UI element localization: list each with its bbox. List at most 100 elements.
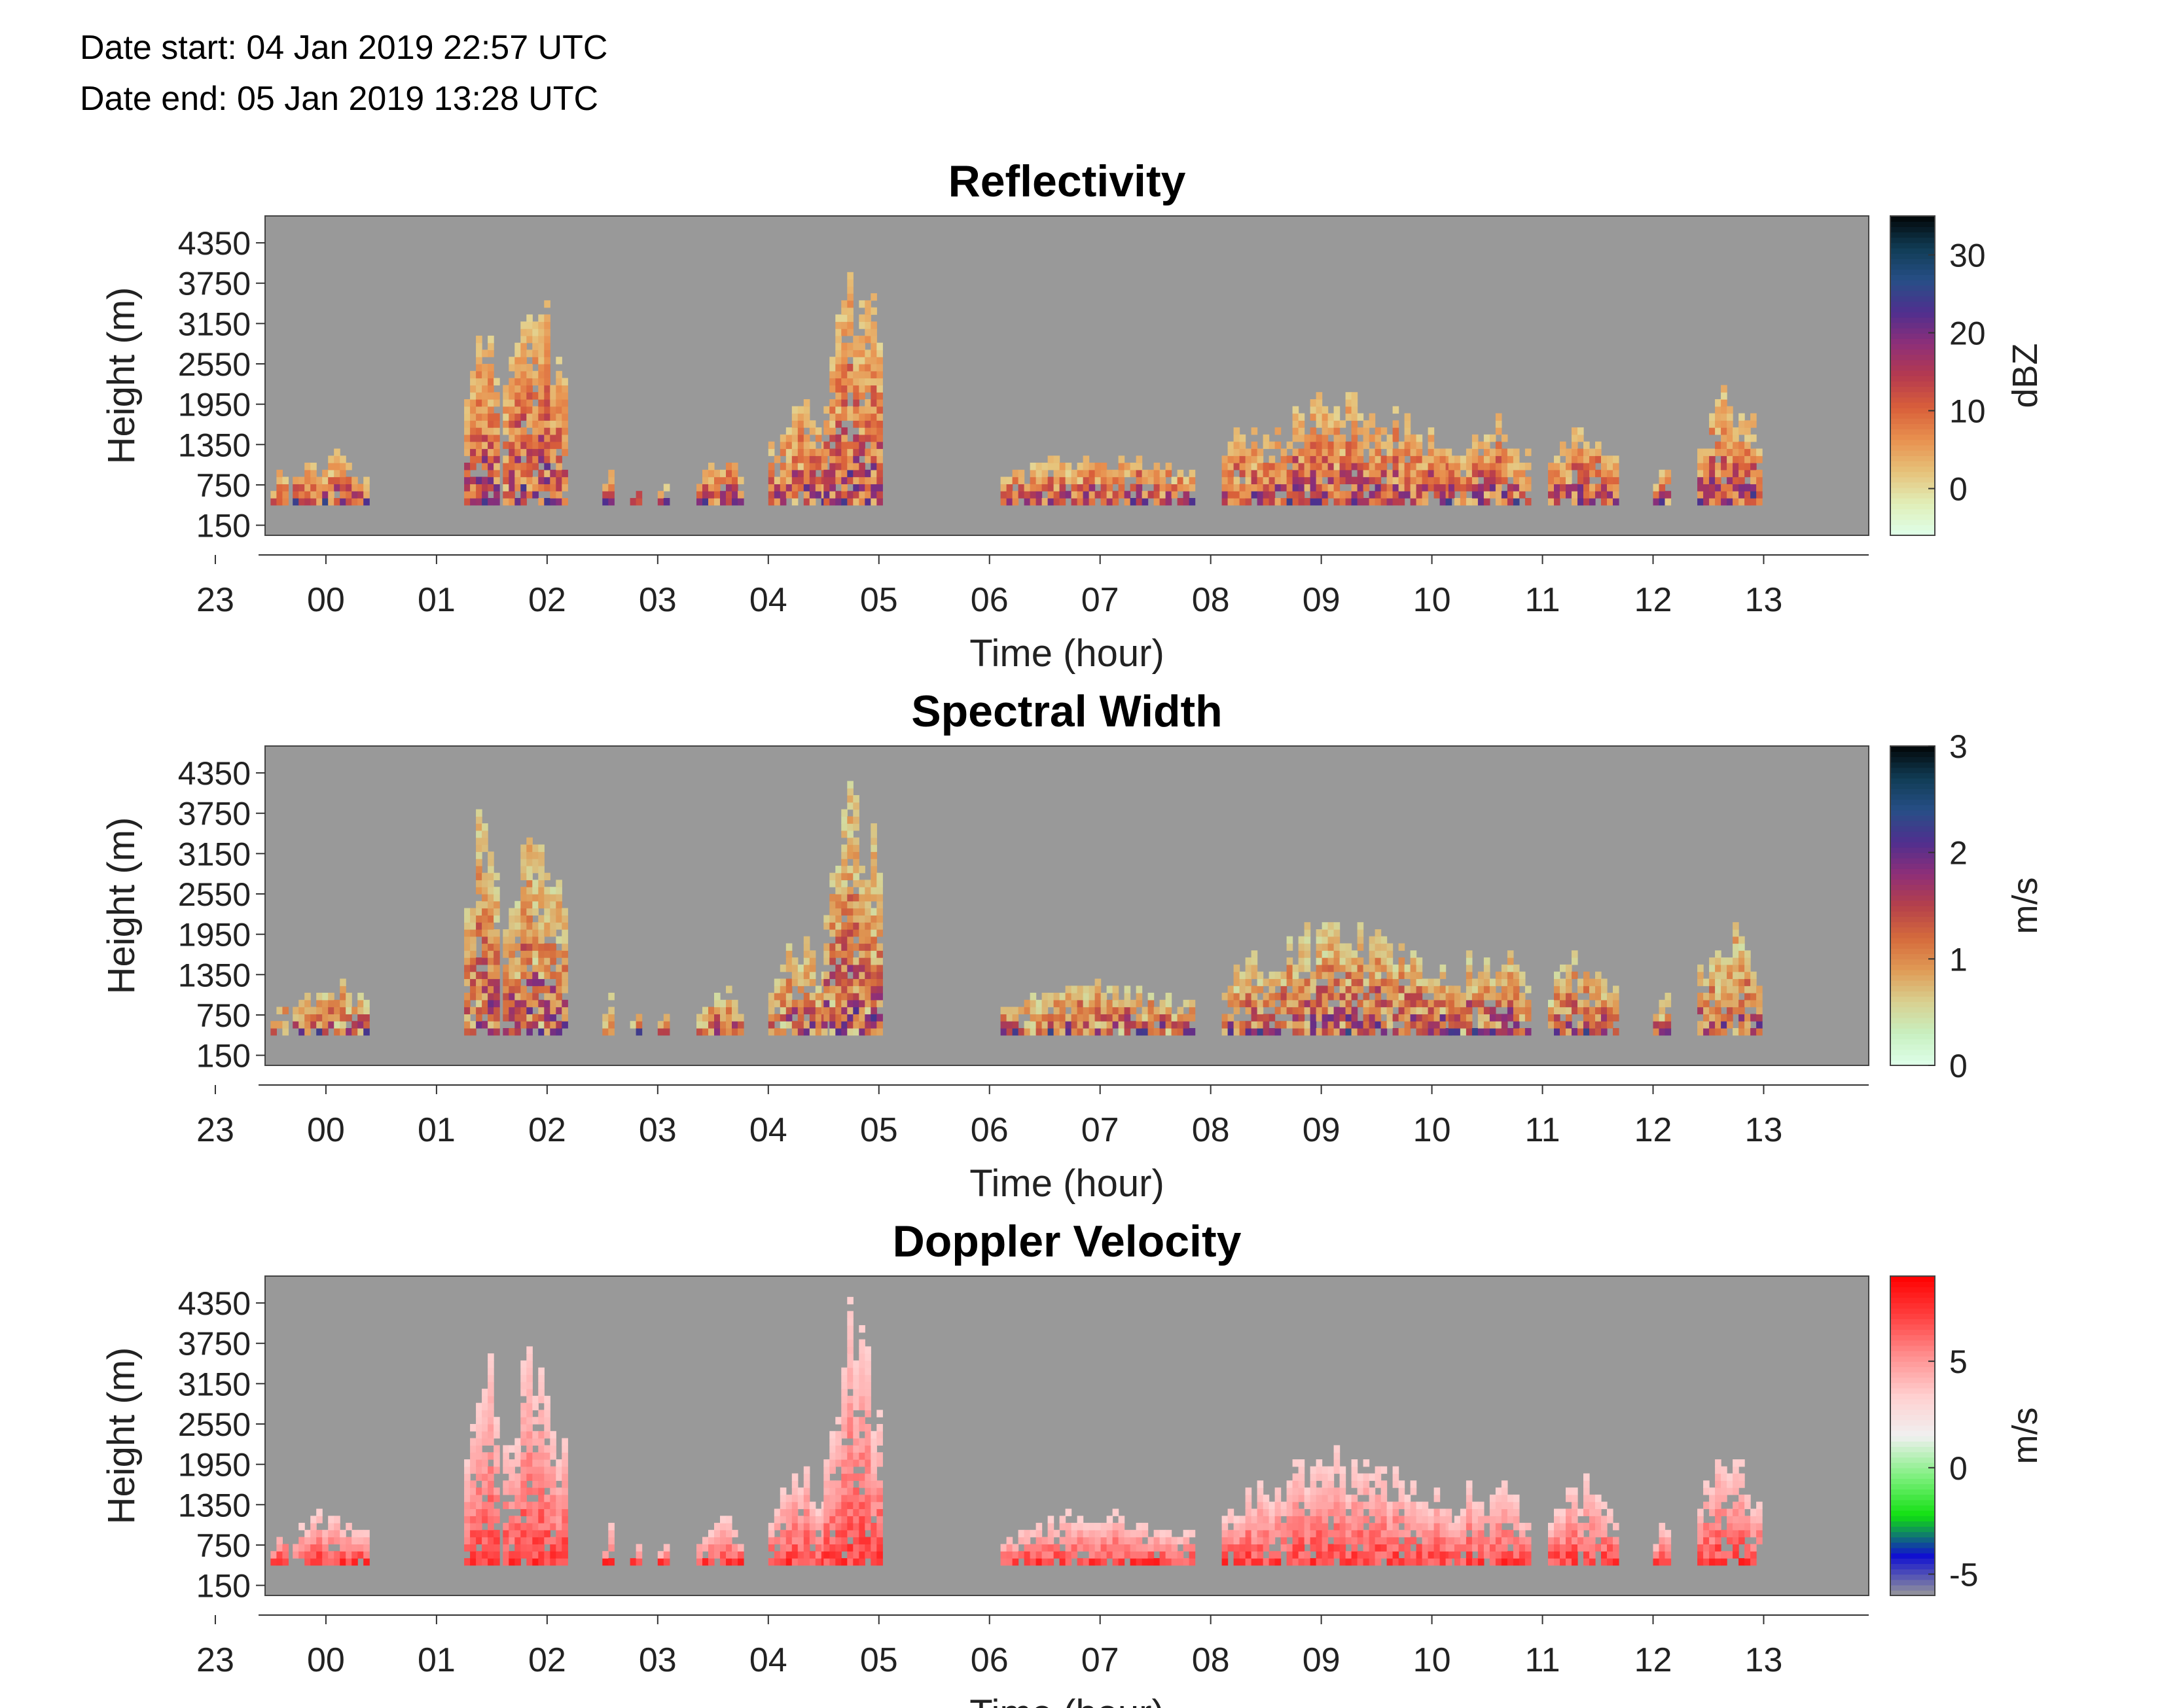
- echo-cell: [809, 1516, 816, 1523]
- echo-cell: [1233, 441, 1240, 450]
- echo-cell: [841, 498, 848, 506]
- echo-cell: [562, 1558, 568, 1566]
- echo-cell: [1744, 1014, 1751, 1022]
- echo-cell: [1298, 1459, 1305, 1467]
- echo-cell: [835, 314, 842, 322]
- echo-cell: [1375, 1473, 1382, 1481]
- echo-cell: [1089, 993, 1096, 1001]
- echo-cell: [803, 406, 810, 414]
- echo-cell: [1118, 455, 1125, 463]
- echo-cell: [532, 844, 539, 852]
- echo-cell: [488, 908, 494, 916]
- echo-cell: [1369, 964, 1376, 972]
- echo-cell: [865, 922, 871, 930]
- echo-cell: [1513, 469, 1520, 478]
- echo-cell: [1727, 1014, 1733, 1022]
- echo-cell: [608, 1006, 615, 1014]
- echo-cell: [1721, 399, 1727, 407]
- echo-cell: [470, 1021, 477, 1029]
- echo-cell: [1572, 999, 1578, 1008]
- echo-cell: [509, 986, 515, 993]
- echo-cell: [859, 463, 865, 471]
- echo-cell: [1380, 1021, 1388, 1029]
- echo-cell: [1416, 1529, 1423, 1538]
- echo-cell: [1404, 1021, 1411, 1029]
- echo-cell: [1257, 1558, 1264, 1566]
- echo-cell: [1697, 993, 1704, 1001]
- echo-cell: [322, 1551, 329, 1559]
- echo-cell: [876, 872, 883, 881]
- echo-cell: [1316, 1473, 1323, 1481]
- echo-cell: [538, 469, 545, 478]
- echo-cell: [1392, 1508, 1399, 1516]
- echo-cell: [316, 476, 323, 484]
- echo-cell: [532, 964, 539, 972]
- echo-cell: [1501, 498, 1508, 506]
- echo-cell: [1345, 1014, 1352, 1022]
- echo-cell: [1721, 1021, 1727, 1029]
- echo-cell: [696, 498, 703, 506]
- echo-cell: [1035, 1544, 1043, 1552]
- y-tick-label: 3150: [178, 836, 251, 872]
- echo-cell: [1065, 986, 1072, 993]
- echo-cell: [1310, 463, 1317, 471]
- echo-cell: [1245, 1551, 1252, 1559]
- echo-cell: [562, 936, 568, 944]
- echo-cell: [865, 307, 871, 315]
- echo-cell: [514, 929, 521, 937]
- echo-cell: [1386, 1558, 1394, 1566]
- echo-cell: [1233, 1551, 1240, 1559]
- echo-cell: [1369, 1508, 1376, 1516]
- echo-cell: [1316, 1537, 1323, 1544]
- echo-cell: [514, 498, 521, 506]
- echo-cell: [304, 1558, 311, 1566]
- echo-cell: [1165, 491, 1172, 499]
- echo-cell: [1333, 476, 1341, 484]
- echo-cell: [1239, 1021, 1246, 1029]
- echo-cell: [1595, 971, 1602, 980]
- echo-cell: [464, 1523, 471, 1531]
- echo-cell: [556, 1558, 562, 1566]
- echo-cell: [1322, 943, 1329, 951]
- echo-cell: [847, 1402, 854, 1411]
- echo-cell: [482, 1537, 488, 1544]
- echo-cell: [797, 413, 804, 421]
- echo-cell: [1251, 484, 1258, 491]
- echo-cell: [1607, 1006, 1613, 1014]
- echo-cell: [514, 463, 521, 471]
- echo-cell: [1404, 1501, 1411, 1510]
- echo-cell: [1112, 999, 1119, 1008]
- echo-cell: [1245, 476, 1252, 484]
- echo-cell: [871, 1508, 877, 1516]
- echo-cell: [876, 1431, 883, 1439]
- echo-cell: [732, 469, 738, 478]
- echo-cell: [780, 1529, 787, 1538]
- echo-cell: [774, 1551, 781, 1559]
- echo-cell: [853, 491, 859, 499]
- echo-cell: [1363, 1516, 1370, 1523]
- echo-cell: [1165, 498, 1172, 506]
- echo-cell: [532, 1523, 539, 1531]
- echo-cell: [1738, 971, 1745, 980]
- echo-cell: [470, 491, 477, 499]
- echo-cell: [1251, 1537, 1258, 1544]
- echo-cell: [1310, 406, 1317, 414]
- echo-cell: [464, 950, 471, 958]
- echo-cell: [363, 476, 370, 484]
- echo-cell: [1239, 441, 1246, 450]
- echo-cell: [514, 1501, 521, 1510]
- echo-cell: [464, 1466, 471, 1474]
- echo-cell: [316, 1558, 323, 1566]
- echo-cell: [841, 922, 848, 930]
- echo-cell: [871, 491, 877, 499]
- echo-cell: [847, 1318, 854, 1326]
- echo-cell: [526, 887, 533, 895]
- echo-cell: [1304, 434, 1311, 442]
- echo-cell: [809, 1537, 816, 1544]
- echo-cell: [346, 1006, 352, 1014]
- echo-cell: [532, 427, 539, 435]
- echo-cell: [520, 1473, 527, 1481]
- echo-cell: [768, 993, 775, 1001]
- echo-cell: [1310, 413, 1317, 421]
- echo-cell: [310, 1529, 317, 1538]
